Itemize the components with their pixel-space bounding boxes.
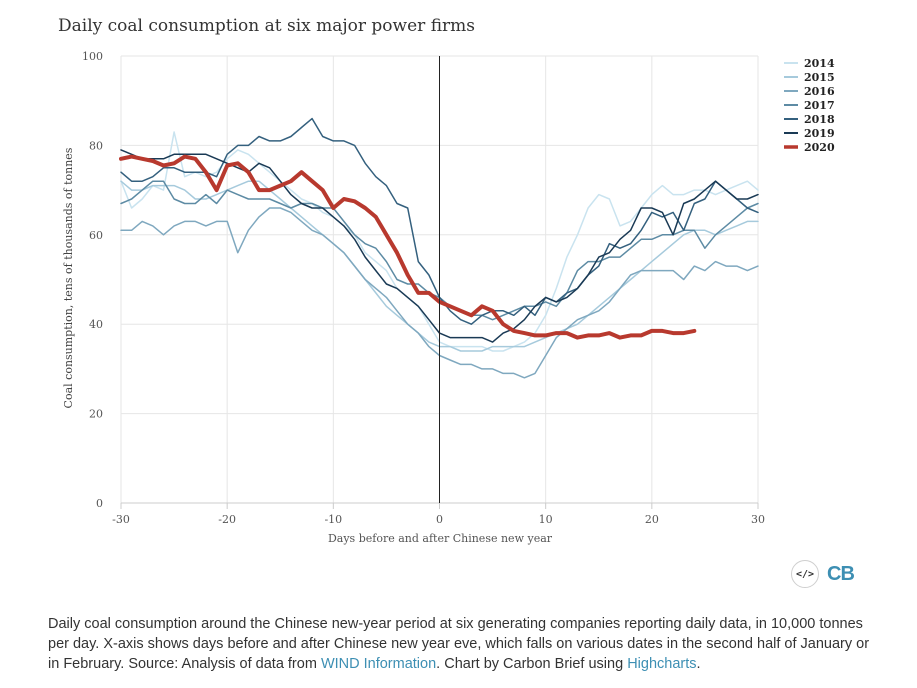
x-axis-label: Days before and after Chinese new year bbox=[328, 532, 553, 545]
y-tick-label: 60 bbox=[89, 229, 103, 242]
legend-item-2019[interactable]: 2019 bbox=[804, 127, 835, 140]
x-tick-label: -20 bbox=[218, 513, 236, 526]
x-tick-label: -10 bbox=[324, 513, 342, 526]
y-tick-label: 80 bbox=[89, 139, 103, 152]
carbon-brief-logo[interactable]: CB bbox=[827, 562, 855, 585]
chart-caption: Daily coal consumption around the Chines… bbox=[48, 614, 878, 674]
caption-text: . bbox=[696, 656, 701, 672]
series-line-2020 bbox=[119, 154, 697, 340]
legend-item-2014[interactable]: 2014 bbox=[804, 57, 835, 70]
x-tick-label: 0 bbox=[436, 513, 443, 526]
x-tick-label: -30 bbox=[112, 513, 130, 526]
legend-item-2020[interactable]: 2020 bbox=[804, 141, 835, 154]
caption-text: Daily coal consumption around the Chines… bbox=[48, 616, 870, 672]
chart-title: Daily coal consumption at six major powe… bbox=[58, 16, 475, 36]
series-lines bbox=[119, 56, 759, 503]
y-tick-label: 0 bbox=[96, 497, 103, 510]
legend-item-2016[interactable]: 2016 bbox=[804, 85, 835, 98]
y-axis-label: Coal consumption, tens of thousands of t… bbox=[62, 147, 75, 408]
legend-item-2015[interactable]: 2015 bbox=[804, 71, 835, 84]
highcharts-link[interactable]: Highcharts bbox=[627, 656, 697, 672]
x-tick-label: 20 bbox=[645, 513, 659, 526]
caption-text: . Chart by Carbon Brief using bbox=[436, 656, 628, 672]
legend-item-2018[interactable]: 2018 bbox=[804, 113, 835, 126]
legend-item-2017[interactable]: 2017 bbox=[804, 99, 835, 112]
embed-code-icon[interactable]: </> bbox=[791, 560, 819, 588]
x-tick-label: 10 bbox=[539, 513, 553, 526]
y-tick-label: 20 bbox=[89, 408, 103, 421]
branding: </> CB bbox=[791, 560, 855, 588]
y-tick-label: 100 bbox=[82, 50, 103, 63]
x-tick-label: 30 bbox=[751, 513, 765, 526]
wind-information-link[interactable]: WIND Information bbox=[320, 656, 437, 672]
y-tick-label: 40 bbox=[89, 318, 103, 331]
